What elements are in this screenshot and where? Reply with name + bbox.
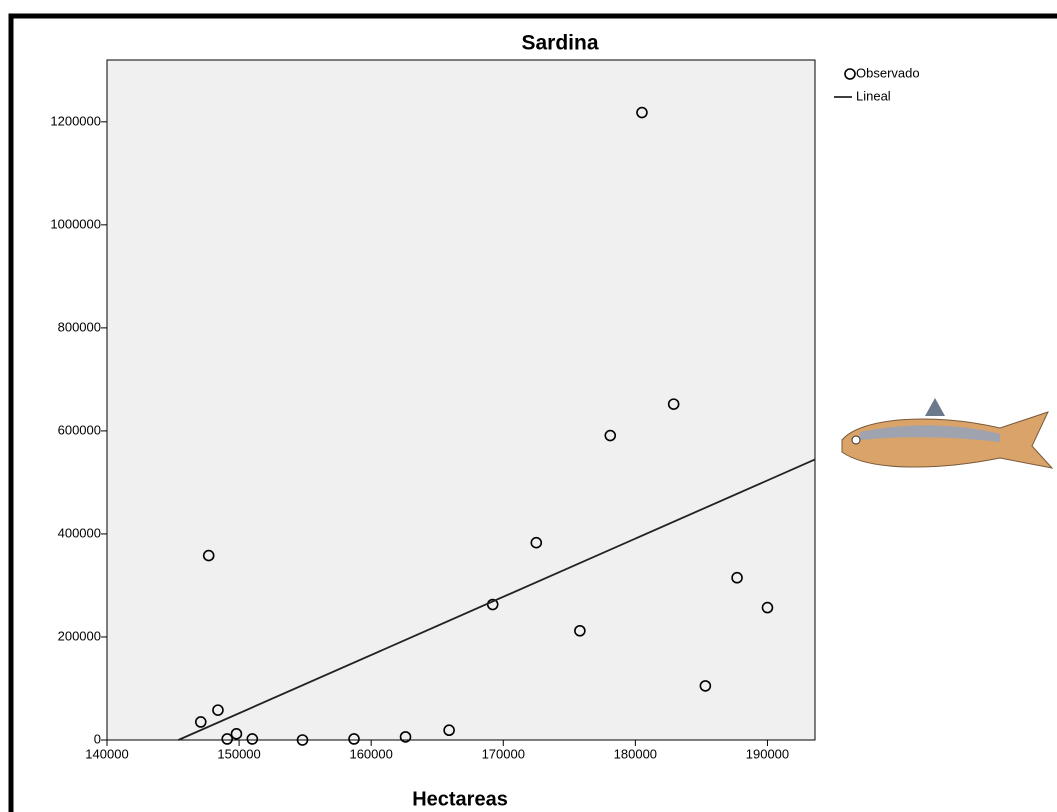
- y-tick-label: 1000000: [50, 216, 101, 231]
- chart-title: Sardina: [521, 32, 598, 55]
- x-tick-label: 180000: [614, 746, 657, 761]
- point: [667, 398, 680, 410]
- point: [221, 733, 234, 745]
- point: [348, 733, 360, 745]
- point: [212, 704, 224, 716]
- point: [194, 716, 207, 728]
- x-tick-label: 140000: [85, 746, 128, 761]
- point: [731, 571, 743, 584]
- point: [574, 624, 586, 637]
- legend-label: Observado: [856, 65, 920, 80]
- point: [761, 601, 774, 614]
- point: [296, 734, 309, 746]
- legend-swatch: [844, 68, 856, 80]
- point: [636, 106, 648, 119]
- point: [202, 549, 215, 562]
- y-tick-label: 800000: [58, 319, 101, 334]
- y-tick-label: 600000: [58, 422, 101, 437]
- fit-line: [177, 458, 816, 741]
- point: [230, 728, 243, 740]
- point: [699, 680, 712, 692]
- legend-label: Lineal: [856, 88, 891, 103]
- x-axis-label: Hectareas: [412, 788, 508, 810]
- point: [246, 733, 259, 745]
- plot-area: [106, 59, 816, 741]
- y-tick-label: 400000: [58, 525, 101, 540]
- x-tick-label: 150000: [217, 746, 260, 761]
- y-tick-label: 0: [94, 731, 101, 746]
- point: [443, 724, 455, 737]
- x-tick-label: 170000: [482, 746, 525, 761]
- point: [604, 429, 617, 442]
- point: [530, 536, 543, 549]
- y-tick-label: 1200000: [50, 113, 101, 128]
- x-tick-label: 190000: [746, 746, 789, 761]
- point: [399, 731, 412, 743]
- y-tick-label: 200000: [58, 628, 101, 643]
- x-tick-label: 160000: [349, 746, 392, 761]
- fish-illustration: [841, 398, 1054, 469]
